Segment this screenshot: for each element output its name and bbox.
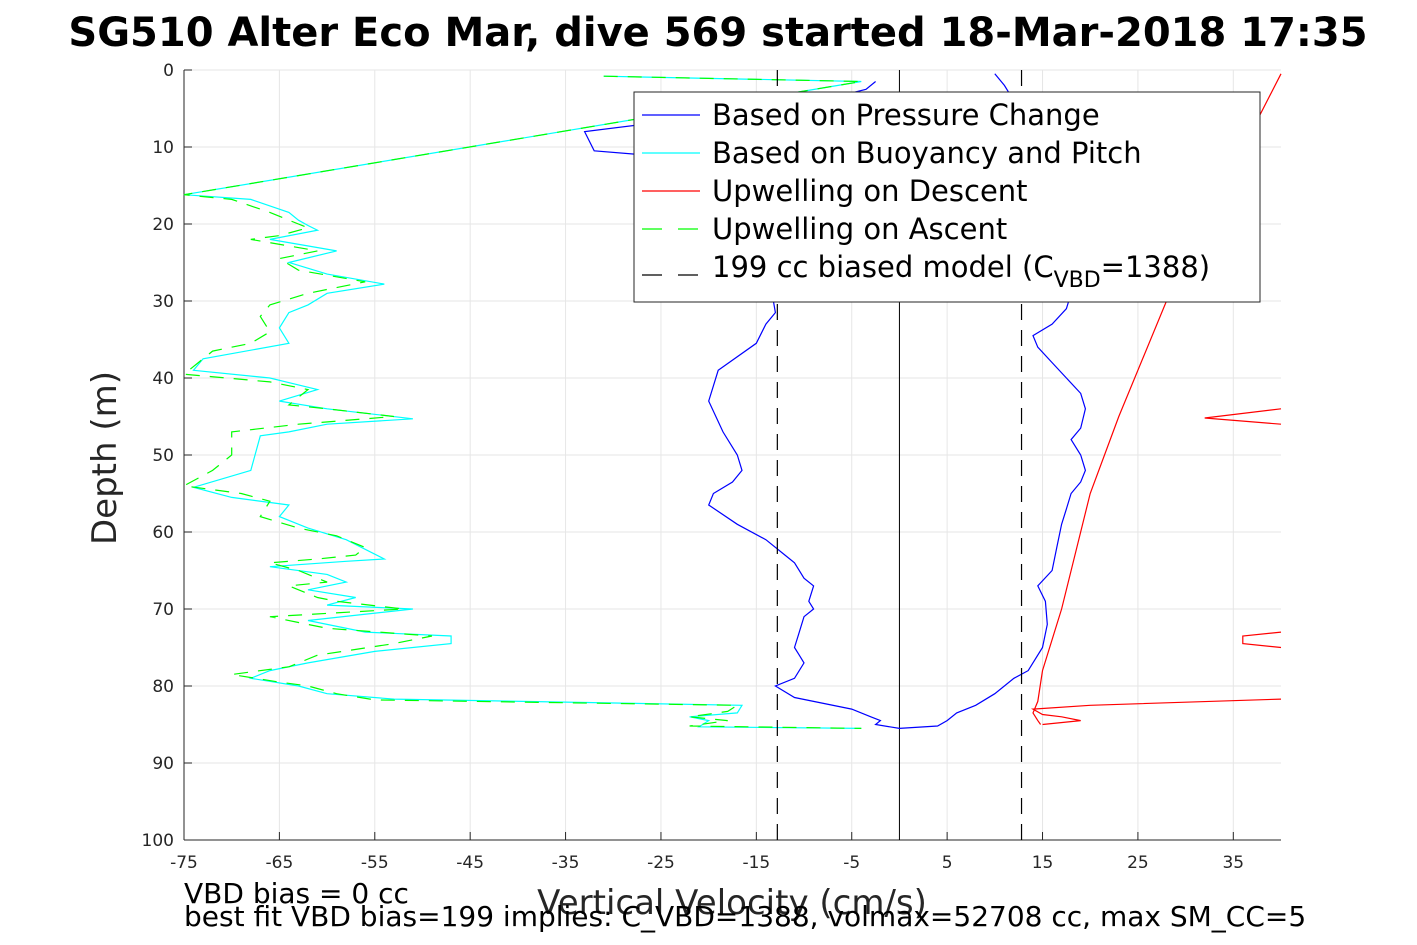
x-tick-label: -45 — [456, 853, 484, 873]
axes-box — [183, 69, 1281, 841]
legend-label: Based on Buoyancy and Pitch — [712, 136, 1142, 170]
x-tick-label: -75 — [170, 853, 198, 873]
legend-label: Based on Pressure Change — [712, 98, 1100, 132]
x-axis-label: Vertical Velocity (cm/s) — [537, 883, 927, 923]
y-tick-label: 0 — [163, 61, 174, 81]
legend: Based on Pressure Change Based on Buoyanc… — [633, 91, 1261, 303]
series-based-on-pressure-change — [583, 73, 1087, 730]
series-based-on-buoyancy-and-pitch — [183, 75, 862, 729]
legend-label: Upwelling on Ascent — [712, 212, 1007, 246]
y-tick-label: 80 — [152, 677, 174, 697]
chart-title: SG510 Alter Eco Mar, dive 569 started 18… — [68, 10, 1367, 56]
x-tick-label: -55 — [361, 853, 389, 873]
x-tick-label: -25 — [647, 853, 675, 873]
x-tick-label: -35 — [552, 853, 580, 873]
y-tick-label: 60 — [152, 523, 174, 543]
x-tick-label: 5 — [942, 853, 953, 873]
y-tick-label: 10 — [152, 138, 174, 158]
y-axis-label: Depth (m) — [85, 371, 125, 545]
tick-labels: -75 -65 -55 -45 -35 -25 -15 -5 5 15 25 350102030405… — [142, 61, 1245, 873]
y-tick-label: 30 — [152, 292, 174, 312]
x-tick-label: -65 — [266, 853, 294, 873]
x-tick-label: 25 — [1127, 853, 1149, 873]
footer-line-1: VBD bias = 0 cc — [184, 877, 409, 910]
legend-box — [633, 91, 1261, 303]
legend-label-suffix: =1388) — [1101, 250, 1210, 284]
x-tick-label: 15 — [1032, 853, 1054, 873]
y-tick-label: 90 — [152, 754, 174, 774]
y-tick-label: 40 — [152, 369, 174, 389]
y-tick-label: 70 — [152, 600, 174, 620]
x-tick-label: -15 — [742, 853, 770, 873]
series-upwelling-on-descent-segment — [1242, 631, 1282, 649]
y-tick-label: 100 — [142, 831, 174, 851]
x-tick-label: 35 — [1222, 853, 1244, 873]
legend-label: Upwelling on Descent — [712, 174, 1028, 208]
series-upwelling-on-descent-segment — [1030, 698, 1282, 726]
series-upwelling-on-descent-segment — [1204, 408, 1282, 425]
x-tick-label: -5 — [843, 853, 860, 873]
footer-line-2: best fit VBD bias=199 implies: C_VBD=138… — [184, 900, 1306, 933]
y-tick-label: 20 — [152, 215, 174, 235]
y-tick-label: 50 — [152, 446, 174, 466]
legend-label-subscript: VBD — [1054, 268, 1101, 293]
series-upwelling-on-ascent — [182, 75, 862, 729]
